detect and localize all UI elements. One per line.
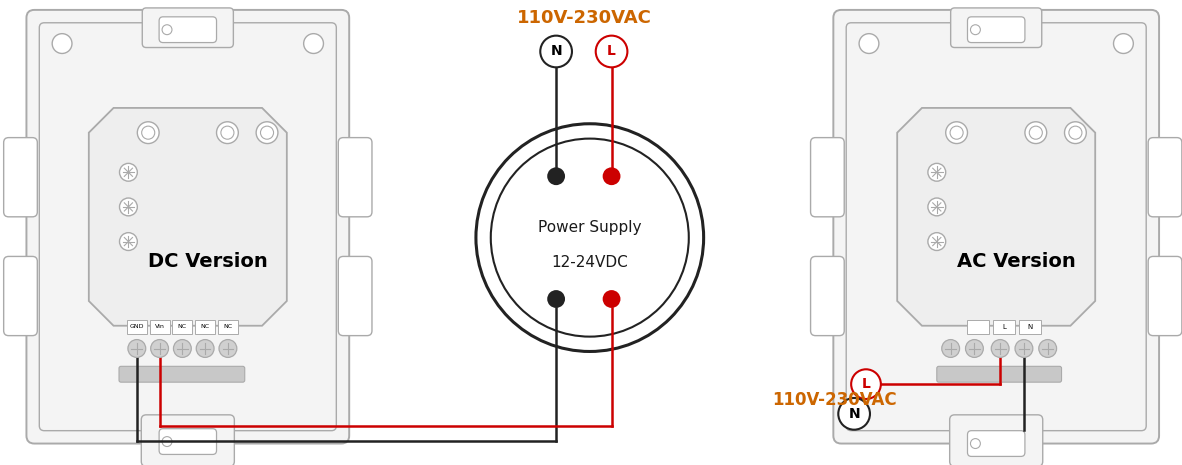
Bar: [993, 320, 1015, 334]
Text: N: N: [551, 45, 561, 59]
Circle shape: [260, 126, 273, 139]
Circle shape: [547, 167, 565, 185]
Circle shape: [216, 122, 239, 144]
Circle shape: [970, 25, 980, 35]
FancyBboxPatch shape: [39, 23, 337, 431]
Text: N: N: [849, 407, 860, 421]
FancyBboxPatch shape: [846, 23, 1147, 431]
FancyBboxPatch shape: [160, 17, 216, 43]
Circle shape: [966, 339, 983, 358]
Text: L: L: [1002, 324, 1006, 330]
Circle shape: [928, 198, 946, 216]
FancyBboxPatch shape: [338, 138, 372, 217]
FancyBboxPatch shape: [968, 17, 1025, 43]
FancyBboxPatch shape: [142, 415, 234, 465]
Text: L: L: [608, 45, 616, 59]
Circle shape: [547, 290, 565, 308]
Text: Vin: Vin: [155, 324, 164, 329]
Circle shape: [851, 369, 881, 399]
Circle shape: [540, 36, 572, 67]
FancyBboxPatch shape: [142, 8, 233, 47]
Circle shape: [970, 438, 980, 449]
Circle shape: [992, 339, 1009, 358]
Text: 110V-230VAC: 110V-230VAC: [772, 391, 897, 409]
FancyBboxPatch shape: [119, 366, 245, 382]
Circle shape: [942, 339, 960, 358]
Text: NC: NC: [223, 324, 233, 329]
Circle shape: [928, 232, 946, 251]
Circle shape: [596, 36, 628, 67]
Circle shape: [128, 339, 145, 358]
Polygon shape: [89, 108, 287, 326]
Circle shape: [174, 339, 191, 358]
Circle shape: [1030, 126, 1043, 139]
Circle shape: [196, 339, 214, 358]
Circle shape: [52, 33, 72, 53]
Circle shape: [142, 126, 155, 139]
FancyBboxPatch shape: [4, 256, 38, 336]
FancyBboxPatch shape: [4, 138, 38, 217]
Circle shape: [476, 124, 703, 352]
Circle shape: [603, 167, 621, 185]
Bar: [195, 320, 215, 334]
Circle shape: [119, 232, 137, 251]
Circle shape: [1065, 122, 1086, 144]
Circle shape: [162, 437, 171, 446]
Circle shape: [162, 25, 171, 35]
Circle shape: [1025, 122, 1047, 144]
Circle shape: [119, 163, 137, 181]
Circle shape: [119, 198, 137, 216]
FancyBboxPatch shape: [1148, 138, 1182, 217]
FancyBboxPatch shape: [26, 10, 349, 444]
Circle shape: [946, 122, 968, 144]
Circle shape: [1113, 33, 1134, 53]
FancyBboxPatch shape: [950, 8, 1041, 47]
Circle shape: [1039, 339, 1057, 358]
Circle shape: [150, 339, 169, 358]
FancyBboxPatch shape: [811, 138, 844, 217]
Circle shape: [1015, 339, 1033, 358]
Text: L: L: [862, 377, 870, 391]
FancyBboxPatch shape: [968, 431, 1025, 457]
Polygon shape: [897, 108, 1096, 326]
FancyBboxPatch shape: [949, 415, 1043, 465]
Text: NC: NC: [177, 324, 187, 329]
Text: 110V-230VAC: 110V-230VAC: [518, 9, 652, 27]
Bar: [126, 320, 147, 334]
Circle shape: [950, 126, 963, 139]
FancyBboxPatch shape: [1148, 256, 1182, 336]
FancyBboxPatch shape: [338, 256, 372, 336]
Bar: [173, 320, 193, 334]
Text: NC: NC: [201, 324, 209, 329]
FancyBboxPatch shape: [160, 429, 216, 454]
Text: Power Supply: Power Supply: [538, 220, 642, 235]
Bar: [1019, 320, 1041, 334]
Circle shape: [1069, 126, 1082, 139]
FancyBboxPatch shape: [937, 366, 1061, 382]
Text: GND: GND: [130, 324, 144, 329]
Bar: [968, 320, 989, 334]
Circle shape: [219, 339, 236, 358]
Bar: [150, 320, 169, 334]
Circle shape: [221, 126, 234, 139]
Text: 12-24VDC: 12-24VDC: [552, 255, 628, 270]
Text: DC Version: DC Version: [148, 252, 267, 271]
Circle shape: [859, 33, 879, 53]
Circle shape: [137, 122, 160, 144]
Circle shape: [928, 163, 946, 181]
FancyBboxPatch shape: [833, 10, 1160, 444]
Circle shape: [603, 290, 621, 308]
Text: N: N: [1027, 324, 1033, 330]
Bar: [217, 320, 238, 334]
Circle shape: [256, 122, 278, 144]
Circle shape: [838, 398, 870, 430]
FancyBboxPatch shape: [811, 256, 844, 336]
Circle shape: [304, 33, 324, 53]
Text: AC Version: AC Version: [956, 252, 1076, 271]
Circle shape: [491, 139, 689, 337]
